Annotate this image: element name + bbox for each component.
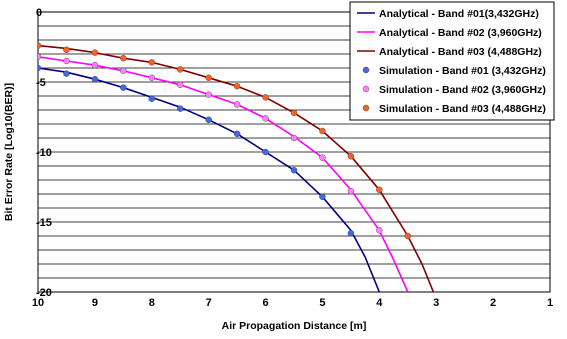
data-point	[347, 187, 355, 195]
data-point	[38, 42, 42, 49]
x-axis-label: Air Propagation Distance [m]	[222, 320, 367, 332]
grid-lines	[38, 11, 550, 293]
x-tick-label: 6	[262, 297, 268, 309]
legend-label-4: Simulation - Band #01 (3,432GHz)	[379, 65, 546, 77]
data-point	[205, 116, 212, 124]
data-point	[290, 109, 298, 117]
series-line-3	[38, 44, 435, 292]
data-point	[120, 84, 127, 91]
x-tick-label: 1	[547, 297, 553, 309]
x-tick-label: 9	[92, 297, 98, 309]
data-point	[262, 148, 269, 156]
data-point	[319, 154, 326, 161]
data-point	[63, 70, 70, 77]
legend-swatch-5	[362, 85, 370, 93]
data-point	[120, 55, 127, 62]
data-point	[404, 232, 411, 240]
data-point	[319, 193, 326, 201]
data-point	[347, 152, 355, 160]
x-tick-label: 10	[32, 297, 44, 309]
y-tick-label: 0	[36, 7, 42, 19]
data-point	[38, 64, 42, 72]
data-point	[205, 91, 212, 98]
legend-swatch-6	[362, 104, 370, 112]
data-point	[262, 94, 269, 101]
data-point	[63, 46, 70, 53]
legend-label-6: Simulation - Band #03 (4,488GHz)	[379, 103, 546, 115]
legend: Analytical - Band #01(3,432GHz) Analytica…	[349, 1, 555, 121]
series-layer	[38, 42, 435, 292]
data-point	[91, 49, 99, 56]
data-point	[205, 74, 212, 82]
y-tick-label: -15	[36, 217, 52, 229]
legend-box	[349, 1, 555, 121]
data-point	[148, 74, 155, 82]
x-tick-label: 2	[490, 297, 496, 309]
data-point	[148, 59, 155, 66]
x-tick-label: 4	[376, 297, 383, 309]
data-point	[91, 75, 99, 83]
x-tick-label: 5	[319, 297, 325, 309]
data-point	[319, 127, 326, 135]
x-tick-label: 8	[149, 297, 155, 309]
data-point	[63, 57, 70, 65]
x-tick-label: 3	[433, 297, 439, 309]
y-axis-label: Bit Error Rate [Log10(BER)]	[3, 83, 15, 221]
y-tick-label: -20	[36, 287, 52, 299]
data-point	[38, 53, 42, 60]
data-point	[290, 166, 298, 174]
y-tick-label: -10	[36, 147, 52, 159]
plot-area	[37, 11, 551, 293]
legend-label-2: Analytical - Band #02 (3,960GHz)	[379, 27, 542, 39]
legend-swatch-4	[362, 66, 370, 74]
legend-label-3: Analytical - Band #03 (4,488GHz)	[379, 46, 542, 58]
data-point	[376, 227, 383, 234]
legend-label-1: Analytical - Band #01(3,432GHz)	[379, 8, 539, 20]
data-point	[290, 134, 298, 142]
series-line-1	[38, 67, 381, 292]
data-point	[376, 186, 383, 194]
y-tick-label: -5	[36, 77, 46, 89]
data-point	[347, 229, 355, 237]
data-point	[262, 115, 269, 122]
data-point	[177, 66, 184, 73]
data-point	[233, 130, 241, 138]
data-point	[91, 61, 99, 69]
data-point	[177, 81, 184, 89]
data-point	[233, 101, 241, 108]
data-point	[120, 67, 127, 75]
data-point	[177, 105, 184, 112]
data-point	[233, 82, 241, 90]
x-tick-label: 7	[206, 297, 212, 309]
legend-label-5: Simulation - Band #02 (3,960GHz)	[379, 84, 546, 96]
data-point	[148, 95, 155, 103]
